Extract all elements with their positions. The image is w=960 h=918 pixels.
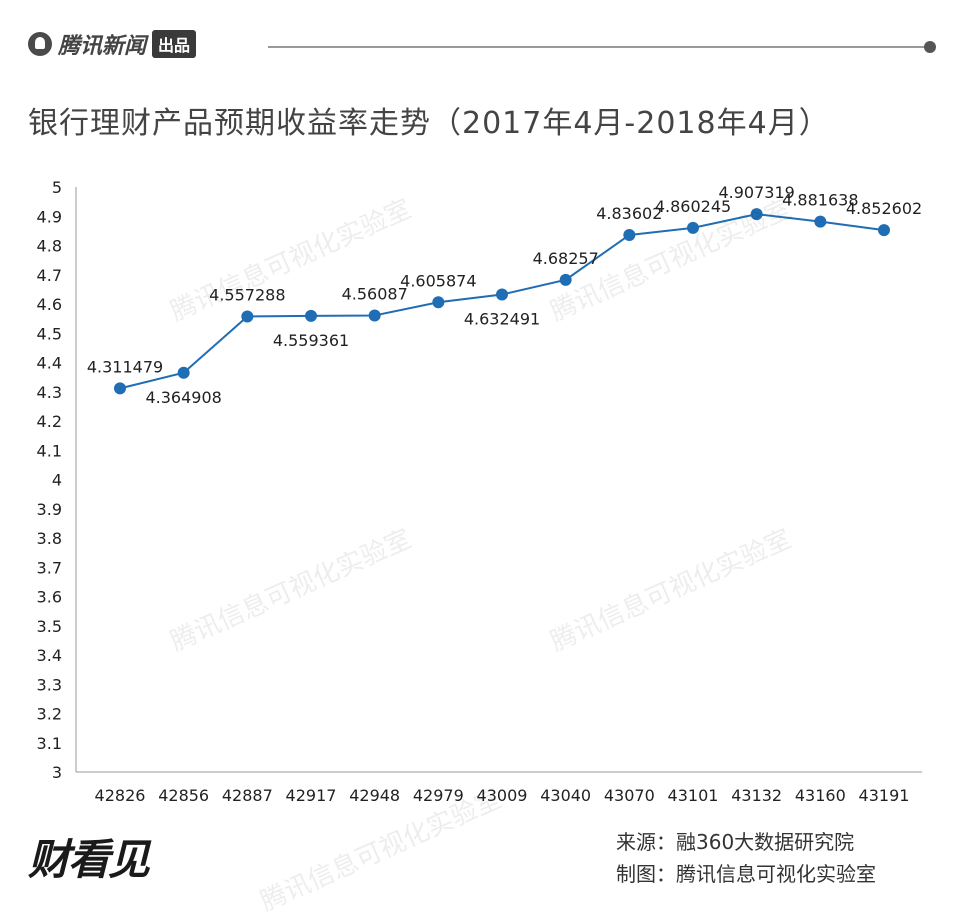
source-block: 来源：融360大数据研究院 制图：腾讯信息可视化实验室 xyxy=(616,826,876,890)
x-tick-label: 42948 xyxy=(349,786,400,805)
header-dot-icon xyxy=(924,41,936,53)
y-tick-label: 3.5 xyxy=(37,617,62,636)
data-label: 4.881638 xyxy=(782,191,858,210)
y-tick-label: 4 xyxy=(52,471,62,490)
y-tick-label: 3.8 xyxy=(37,529,62,548)
header: 腾讯新闻 出品 xyxy=(28,28,938,64)
y-tick-label: 4.6 xyxy=(37,295,62,314)
data-label: 4.557288 xyxy=(209,285,285,304)
x-tick-label: 43009 xyxy=(477,786,528,805)
brand-name: 腾讯新闻 xyxy=(58,34,147,59)
y-tick-label: 5 xyxy=(52,178,62,197)
y-tick-label: 3.6 xyxy=(37,588,62,607)
data-label: 4.83602 xyxy=(596,204,662,223)
header-divider xyxy=(268,46,928,48)
y-tick-label: 4.7 xyxy=(37,266,62,285)
x-tick-label: 43191 xyxy=(859,786,910,805)
data-label: 4.311479 xyxy=(87,357,163,376)
y-tick-label: 4.9 xyxy=(37,207,62,226)
data-point xyxy=(432,296,445,309)
x-tick-label: 42826 xyxy=(95,786,146,805)
data-point xyxy=(496,288,508,301)
data-point xyxy=(623,228,636,241)
y-tick-label: 3.1 xyxy=(37,734,62,753)
data-point xyxy=(687,221,699,234)
data-label: 4.56087 xyxy=(342,284,408,303)
data-label: 4.860245 xyxy=(655,197,731,216)
data-point xyxy=(241,310,254,323)
data-label: 4.559361 xyxy=(273,331,349,350)
data-point xyxy=(368,309,381,322)
data-label: 4.632491 xyxy=(464,309,540,328)
y-tick-label: 3 xyxy=(52,763,62,782)
x-tick-label: 42887 xyxy=(222,786,273,805)
y-tick-label: 4.8 xyxy=(37,237,62,256)
bell-icon xyxy=(28,32,52,56)
y-tick-label: 4.2 xyxy=(37,412,62,431)
y-tick-label: 3.9 xyxy=(37,500,62,519)
brand: 腾讯新闻 出品 xyxy=(28,28,197,60)
data-point xyxy=(559,273,572,286)
chart-title: 银行理财产品预期收益率走势（2017年4月-2018年4月） xyxy=(28,106,830,141)
data-point xyxy=(814,215,827,228)
y-tick-label: 4.4 xyxy=(37,354,62,373)
data-point xyxy=(305,309,317,322)
data-label: 4.852602 xyxy=(846,199,922,218)
x-tick-label: 43101 xyxy=(668,786,719,805)
x-tick-label: 43132 xyxy=(731,786,782,805)
data-label: 4.605874 xyxy=(400,271,476,290)
y-tick-label: 3.7 xyxy=(37,558,62,577)
x-tick-label: 43040 xyxy=(540,786,591,805)
data-label: 4.364908 xyxy=(145,388,221,407)
y-tick-label: 4.1 xyxy=(37,441,62,460)
brand-badge: 出品 xyxy=(152,30,197,58)
footer-logo: 财看见 xyxy=(28,835,150,884)
data-label: 4.68257 xyxy=(533,249,599,268)
source-text: 来源：融360大数据研究院 xyxy=(616,830,855,854)
data-point xyxy=(177,366,190,379)
data-point xyxy=(114,382,126,395)
credit-text: 制图：腾讯信息可视化实验室 xyxy=(616,862,876,886)
y-tick-label: 4.3 xyxy=(37,383,62,402)
y-tick-label: 3.2 xyxy=(37,705,62,724)
x-tick-label: 42979 xyxy=(413,786,464,805)
data-point xyxy=(750,208,763,221)
data-point xyxy=(878,224,890,237)
x-tick-label: 43160 xyxy=(795,786,846,805)
data-label: 4.907319 xyxy=(718,183,794,202)
x-tick-label: 42917 xyxy=(286,786,337,805)
y-tick-label: 4.5 xyxy=(37,324,62,343)
y-tick-label: 3.4 xyxy=(37,646,62,665)
y-tick-label: 3.3 xyxy=(37,675,62,694)
x-tick-label: 43070 xyxy=(604,786,655,805)
x-tick-label: 42856 xyxy=(158,786,209,805)
